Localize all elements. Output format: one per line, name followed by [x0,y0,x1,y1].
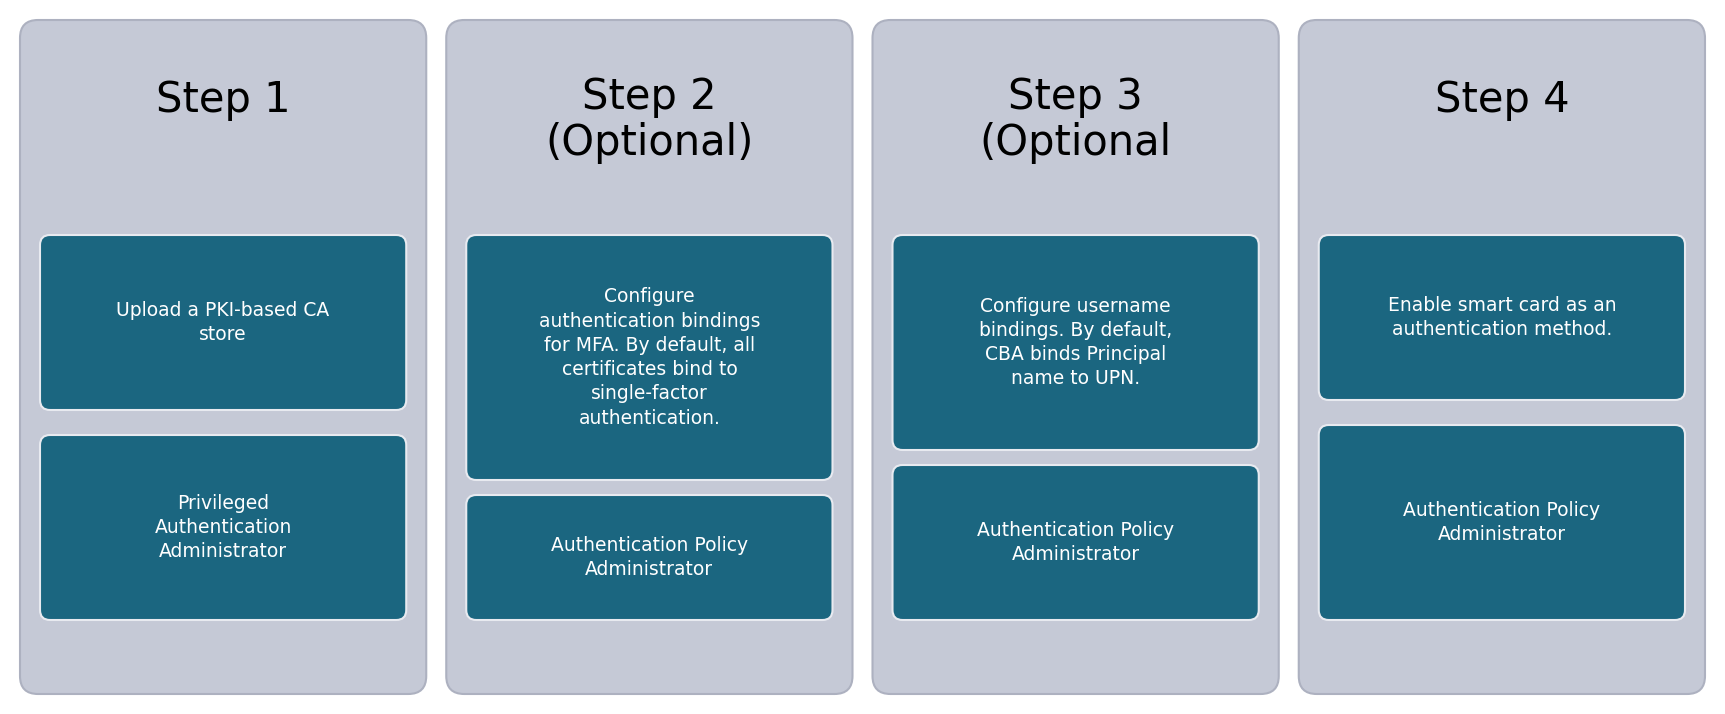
FancyBboxPatch shape [1318,235,1685,400]
FancyBboxPatch shape [21,20,426,694]
Text: Upload a PKI-based CA
store: Upload a PKI-based CA store [117,301,329,344]
FancyBboxPatch shape [466,495,833,620]
FancyBboxPatch shape [1299,20,1704,694]
Text: Authentication Policy
Administrator: Authentication Policy Administrator [550,536,749,579]
Text: Authentication Policy
Administrator: Authentication Policy Administrator [1404,501,1601,544]
Text: Configure username
bindings. By default,
CBA binds Principal
name to UPN.: Configure username bindings. By default,… [980,296,1173,388]
FancyBboxPatch shape [873,20,1278,694]
FancyBboxPatch shape [892,465,1259,620]
Text: Step 1: Step 1 [155,79,290,121]
Text: Privileged
Authentication
Administrator: Privileged Authentication Administrator [155,494,292,561]
FancyBboxPatch shape [892,235,1259,450]
Text: Step 4: Step 4 [1435,79,1570,121]
FancyBboxPatch shape [466,235,833,480]
Text: Enable smart card as an
authentication method.: Enable smart card as an authentication m… [1387,296,1616,339]
FancyBboxPatch shape [447,20,852,694]
FancyBboxPatch shape [40,435,407,620]
FancyBboxPatch shape [1318,425,1685,620]
Text: Step 3
(Optional: Step 3 (Optional [980,76,1171,164]
Text: Step 2
(Optional): Step 2 (Optional) [545,76,754,164]
FancyBboxPatch shape [40,235,407,410]
Text: Authentication Policy
Administrator: Authentication Policy Administrator [976,521,1175,564]
Text: Configure
authentication bindings
for MFA. By default, all
certificates bind to
: Configure authentication bindings for MF… [538,287,761,428]
